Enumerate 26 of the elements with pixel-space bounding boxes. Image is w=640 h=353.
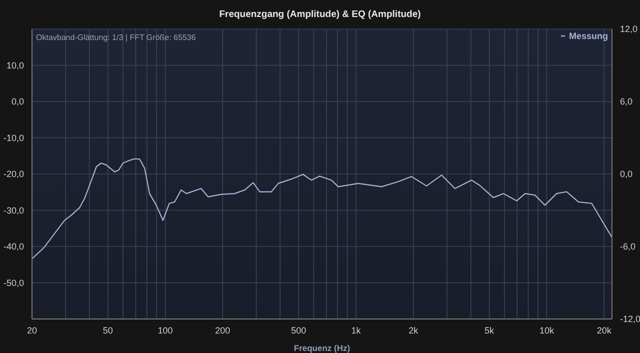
y-tick-label: 10,0 [6,60,24,70]
legend-label: Messung [568,31,608,41]
x-tick-label: 5k [484,325,495,336]
y2-tick-label: 12,0 [620,24,638,34]
y-tick-label: -50,0 [3,278,24,288]
y-tick-label: 0,0 [11,96,24,107]
y-tick-label: -10,0 [3,132,24,143]
y-tick-label: -30,0 [3,205,24,216]
annotation: Oktavband-Glättung: 1/3 | FFT Größe: 65536 [36,33,196,42]
x-axis-title: Frequenz (Hz) [294,343,350,353]
x-tick-label: 20k [596,325,612,336]
y2-tick-label: -12,0 [620,314,640,324]
x-tick-label: 200 [215,325,230,336]
y2-tick-label: 0,0 [620,169,633,180]
x-tick-label: 10k [539,325,554,336]
x-tick-label: 2k [408,325,419,336]
x-tick-label: 1k [351,325,362,336]
x-tick-label: 50 [102,325,113,336]
y-tick-label: -40,0 [3,242,24,252]
y2-tick-label: -6,0 [620,242,636,252]
y-tick-label: -20,0 [3,169,24,180]
chart-title: Frequenzgang (Amplitude) & EQ (Amplitude) [219,9,421,20]
y2-tick-label: 6,0 [620,96,633,107]
x-tick-label: 500 [291,325,306,336]
x-tick-label: 20 [26,325,38,336]
x-tick-label: 100 [158,325,173,336]
